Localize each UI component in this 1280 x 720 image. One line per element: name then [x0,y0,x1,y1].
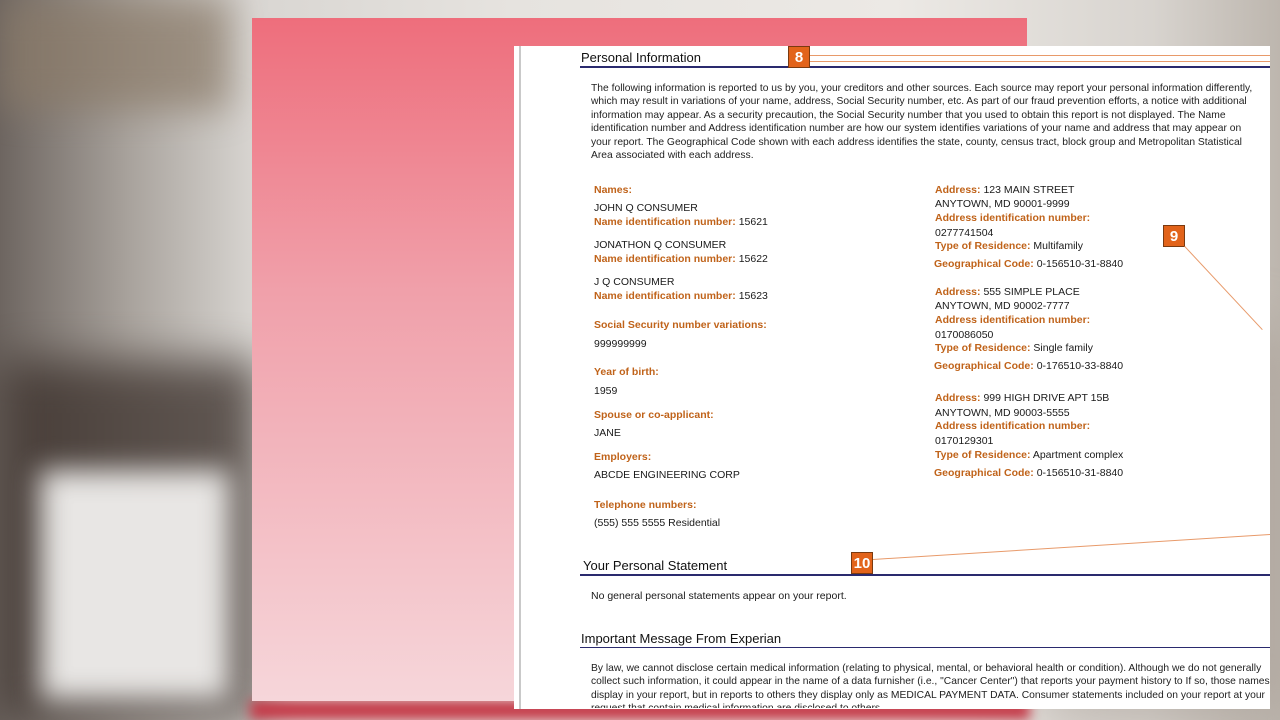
residence-type: Type of Residence: Single family [935,342,1093,354]
name-id-row: Name identification number: 15622 [594,253,768,265]
address-line1: Address: 123 MAIN STREET [935,184,1075,196]
intro-paragraph: The following information is reported to… [591,83,1253,162]
address-id: 0170129301 [935,435,994,447]
page-edge [519,46,521,709]
name-value: J Q CONSUMER [594,276,675,288]
important-message-text: By law, we cannot disclose certain medic… [591,663,1270,708]
phone-value: (555) 555 5555 Residential [594,517,721,529]
name-value: JONATHON Q CONSUMER [594,239,727,251]
background-blur [40,470,230,700]
yob-value: 1959 [594,385,618,397]
spouse-label: Spouse or co-applicant: [594,409,714,421]
address-id-label: Address identification number: [935,314,1091,326]
names-label: Names: [594,184,632,196]
callout-line [873,534,1270,560]
callout-badge-10: 10 [851,552,873,574]
address-line2: ANYTOWN, MD 90002-7777 [935,300,1070,312]
geo-code: Geographical Code: 0-156510-31-8840 [934,467,1124,479]
address-line2: ANYTOWN, MD 90003-5555 [935,407,1070,419]
callout-badge-8: 8 [788,46,810,68]
address-id: 0277741504 [935,227,994,239]
document-frame: Personal Information 8 The following inf… [252,18,1270,709]
section-title-personal-statement: Your Personal Statement [583,558,728,573]
employers-label: Employers: [594,451,652,463]
section-title-personal-information: Personal Information [581,50,701,65]
background-blur [0,0,230,110]
credit-report-page: Personal Information 8 The following inf… [514,46,1270,709]
employers-value: ABCDE ENGINEERING CORP [594,469,740,481]
ssn-label: Social Security number variations: [594,319,767,331]
divider [580,647,1270,648]
residence-type: Type of Residence: Apartment complex [935,449,1124,461]
phone-label: Telephone numbers: [594,499,697,511]
spouse-value: JANE [594,427,621,439]
name-value: JOHN Q CONSUMER [594,202,698,214]
callout-badge-9: 9 [1163,225,1185,247]
callout-line [810,55,1270,56]
geo-code: Geographical Code: 0-176510-33-8840 [934,360,1124,372]
address-line1: Address: 555 SIMPLE PLACE [935,286,1080,298]
callout-line [810,61,1270,62]
callout-line [1184,246,1263,331]
divider [580,574,1270,576]
address-id-label: Address identification number: [935,420,1091,432]
name-id-row: Name identification number: 15623 [594,290,768,302]
divider [580,66,1270,68]
address-line1: Address: 999 HIGH DRIVE APT 15B [935,392,1110,404]
address-line2: ANYTOWN, MD 90001-9999 [935,198,1070,210]
address-id-label: Address identification number: [935,212,1091,224]
personal-statement-text: No general personal statements appear on… [591,590,847,602]
ssn-value: 999999999 [594,338,647,350]
name-id-row: Name identification number: 15621 [594,216,768,228]
residence-type: Type of Residence: Multifamily [935,240,1084,252]
geo-code: Geographical Code: 0-156510-31-8840 [934,258,1124,270]
section-title-important-message: Important Message From Experian [581,631,782,646]
yob-label: Year of birth: [594,366,659,378]
address-id: 0170086050 [935,329,994,341]
